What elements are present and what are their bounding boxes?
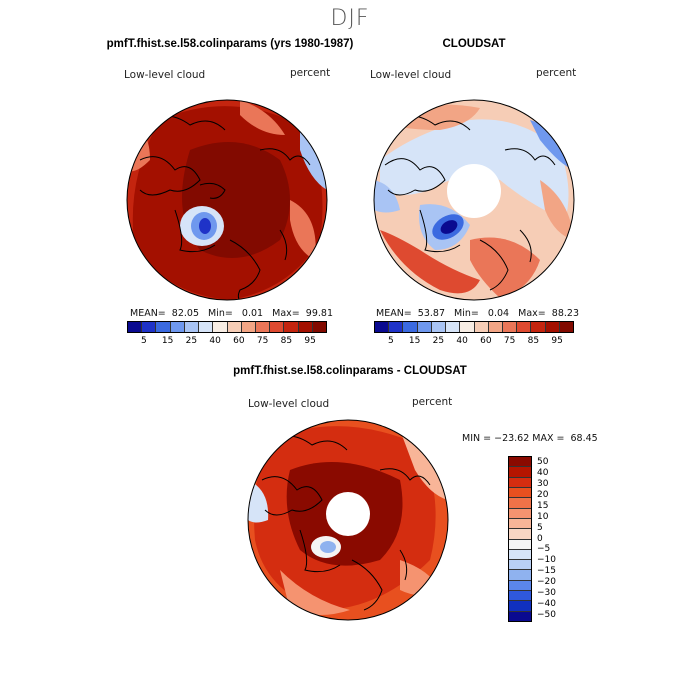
panel2-units-label: percent [536, 67, 577, 79]
colorbar-tick: 5 [141, 336, 147, 346]
colorbar-tick: 25 [432, 336, 445, 346]
colorbar-swatch [509, 477, 531, 488]
colorbar-tick: 85 [280, 336, 293, 346]
colorbar-tick: 40 [537, 467, 549, 478]
panel1-variable-label: Low-level cloud [124, 69, 206, 81]
colorbar-swatch [509, 539, 531, 550]
colorbar-tick: 40 [456, 336, 468, 346]
colorbar-swatch [241, 322, 256, 332]
colorbar-swatch [375, 322, 390, 332]
colorbar-swatch [509, 601, 531, 612]
panel3-colorbar [508, 456, 532, 622]
colorbar-swatch [431, 322, 447, 332]
colorbar-tick: −15 [537, 566, 556, 577]
season-title: DJF [330, 6, 370, 31]
colorbar-tick: 0 [537, 533, 543, 544]
colorbar-tick: −50 [537, 610, 556, 621]
panel1-title: pmfT.fhist.se.l58.colinparams (yrs 1980-… [106, 38, 354, 50]
colorbar-tick: 85 [527, 336, 540, 346]
colorbar-tick: 5 [388, 336, 394, 346]
colorbar-tick: 15 [161, 336, 174, 346]
panel3-variable-label: Low-level cloud [248, 398, 330, 410]
colorbar-swatch [156, 322, 171, 332]
colorbar-swatch [460, 322, 475, 332]
colorbar-swatch [559, 322, 574, 332]
colorbar-swatch [509, 570, 531, 581]
colorbar-tick: −10 [537, 555, 556, 566]
colorbar-swatch [128, 322, 143, 332]
colorbar-tick: 10 [537, 511, 549, 522]
colorbar-swatch [446, 322, 461, 332]
panel3-map [248, 420, 448, 620]
colorbar-swatch [474, 322, 489, 332]
colorbar-tick: 50 [537, 456, 549, 467]
colorbar-swatch [509, 518, 531, 530]
colorbar-tick: 75 [503, 336, 516, 346]
colorbar-tick: −20 [537, 577, 556, 588]
panel2-colorbar: 5 15 25 40 60 75 85 95 [374, 321, 574, 346]
panel1-map [127, 100, 327, 300]
panel3-colorbar-ticks: 50 40 30 20 15 10 5 0 −5 −10 −15 −20 −30 −40 −50 [537, 456, 556, 620]
panel1-units-label: percent [290, 67, 331, 79]
colorbar-swatch [509, 529, 531, 540]
colorbar-swatch [509, 580, 531, 592]
colorbar-swatch [545, 322, 560, 332]
colorbar-swatch [270, 322, 285, 332]
colorbar-tick: 20 [537, 489, 549, 500]
colorbar-swatch [509, 611, 531, 621]
colorbar-swatch [213, 322, 228, 332]
colorbar-tick: 25 [185, 336, 198, 346]
panel2-map [374, 100, 574, 300]
colorbar-swatch [509, 467, 531, 478]
colorbar-tick: 60 [480, 336, 492, 346]
colorbar-swatch [517, 322, 532, 332]
panel3-units-label: percent [412, 396, 453, 408]
panel1-colorbar: 5 15 25 40 60 75 85 95 [127, 321, 327, 346]
colorbar-tick: 15 [408, 336, 421, 346]
colorbar-tick: 40 [209, 336, 221, 346]
panel2-title: CLOUDSAT [442, 38, 506, 50]
colorbar-swatch [509, 498, 531, 509]
colorbar-swatch [509, 549, 531, 561]
colorbar-tick: −40 [537, 599, 556, 610]
panel2-variable-label: Low-level cloud [370, 69, 452, 81]
colorbar-tick: 15 [537, 500, 549, 511]
colorbar-swatch [509, 508, 531, 519]
colorbar-tick: 95 [304, 336, 316, 346]
colorbar-tick: 60 [233, 336, 245, 346]
colorbar-swatch [298, 322, 313, 332]
colorbar-swatch [142, 322, 157, 332]
panel3-title: pmfT.fhist.se.l58.colinparams - CLOUDSAT [233, 365, 467, 377]
colorbar-swatch [312, 322, 327, 332]
colorbar-swatch [284, 322, 299, 332]
colorbar-tick: −5 [537, 544, 551, 555]
colorbar-tick: 95 [551, 336, 563, 346]
colorbar-swatch [488, 322, 503, 332]
colorbar-tick: 30 [537, 478, 549, 489]
colorbar-swatch [227, 322, 242, 332]
colorbar-swatch [389, 322, 404, 332]
panel3-stats: MIN = −23.62 MAX = 68.45 [462, 433, 598, 444]
colorbar-swatch [417, 322, 432, 332]
colorbar-tick: 5 [537, 522, 543, 533]
colorbar-swatch [509, 560, 531, 571]
colorbar-swatch [509, 457, 531, 468]
colorbar-swatch [509, 591, 531, 602]
colorbar-swatch [184, 322, 200, 332]
colorbar-swatch [509, 487, 531, 499]
colorbar-swatch [255, 322, 271, 332]
colorbar-swatch [199, 322, 214, 332]
colorbar-tick: 75 [256, 336, 269, 346]
colorbar-swatch [403, 322, 418, 332]
colorbar-swatch [170, 322, 185, 332]
panel2-stats: MEAN= 53.87 Min= 0.04 Max= 88.23 [376, 308, 579, 319]
colorbar-tick: −30 [537, 588, 556, 599]
panel1-stats: MEAN= 82.05 Min= 0.01 Max= 99.81 [130, 308, 333, 319]
colorbar-swatch [531, 322, 546, 332]
colorbar-swatch [502, 322, 518, 332]
